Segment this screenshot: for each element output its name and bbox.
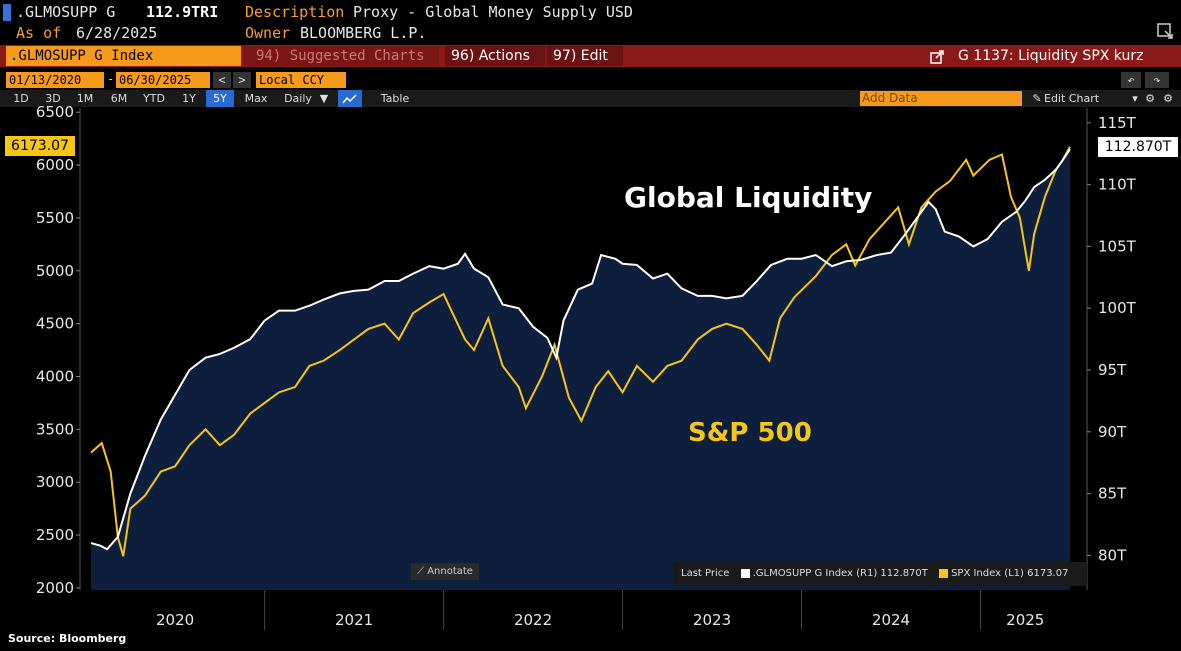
ticker-label: .GLMOSUPP G <box>16 3 116 21</box>
security-flag-icon <box>3 4 11 21</box>
header-bar <box>0 0 1181 44</box>
legend-label-liquidity: .GLMOSUPP G Index (R1) 112.870T <box>752 568 928 579</box>
as-of-label: As of <box>16 24 62 42</box>
liquidity-line <box>90 148 1071 551</box>
spx-line <box>90 146 1071 557</box>
frequency-chevron-icon[interactable]: ▼ <box>319 92 329 105</box>
date-separator: - <box>107 72 115 86</box>
legend-title: Last Price <box>681 568 730 579</box>
period-6m[interactable]: 6M <box>110 92 128 105</box>
owner-label: Owner <box>245 24 291 42</box>
source-note: Source: Bloomberg <box>8 632 127 645</box>
x-tick-label: 2025 <box>1006 611 1044 629</box>
right-tick-label: 105T <box>1098 237 1137 255</box>
left-tick-label: 3500 <box>36 420 74 438</box>
as-of-value: 6/28/2025 <box>76 24 158 42</box>
left-tick-label: 6000 <box>36 156 74 174</box>
period-max[interactable]: Max <box>244 92 268 105</box>
left-tick-label: 5000 <box>36 262 74 280</box>
period-ytd[interactable]: YTD <box>143 92 165 105</box>
frequency-select[interactable]: Daily <box>284 92 312 105</box>
x-tick-label: 2022 <box>514 611 552 629</box>
right-tick-label: 95T <box>1098 361 1127 379</box>
open-chart-icon[interactable] <box>930 49 944 64</box>
right-tick-label: 80T <box>1098 546 1127 564</box>
table-button[interactable]: Table <box>380 92 410 105</box>
edit-chart-button[interactable]: Edit Chart <box>1044 92 1100 105</box>
line-chart-icon[interactable] <box>338 90 362 107</box>
x-tick-label: 2021 <box>335 611 373 629</box>
currency-select[interactable]: Local CCY <box>256 72 346 88</box>
legend-swatch-liquidity <box>740 568 750 578</box>
edit-pencil-icon[interactable]: ✎ <box>1032 92 1042 105</box>
annotate-button[interactable]: ⟋ Annotate <box>411 563 479 580</box>
legend-label-spx: SPX Index (L1) 6173.07 <box>951 568 1069 579</box>
annotation-sp500: S&P 500 <box>688 418 812 448</box>
last-value: 112.9TRI <box>146 3 219 21</box>
right-tick-label: 100T <box>1098 299 1137 317</box>
legend-entry-spx: SPX Index (L1) 6173.07 <box>939 568 1068 579</box>
right-tick-label: 85T <box>1098 485 1127 503</box>
description-label: Description <box>245 3 345 21</box>
left-tick-label: 2500 <box>36 526 74 544</box>
legend-swatch-spx <box>939 568 949 578</box>
period-1d[interactable]: 1D <box>13 92 29 105</box>
right-tick-label: 110T <box>1098 176 1137 194</box>
owner-value: BLOOMBERG L.P. <box>300 24 427 42</box>
x-tick-label: 2020 <box>156 611 194 629</box>
export-icon[interactable] <box>1156 22 1174 40</box>
description-value: Proxy - Global Money Supply USD <box>353 3 633 21</box>
end-date-field[interactable]: 06/30/2025 <box>116 72 210 88</box>
period-3d[interactable]: 3D <box>45 92 61 105</box>
settings-icon[interactable]: ⚙ <box>1145 92 1155 105</box>
next-period-icon[interactable]: > <box>233 72 251 88</box>
left-tick-label: 4000 <box>36 367 74 385</box>
security-field[interactable]: .GLMOSUPP G Index <box>6 46 241 66</box>
x-axis-band <box>0 590 1181 630</box>
prev-period-icon[interactable]: < <box>213 72 231 88</box>
x-tick-label: 2023 <box>693 611 731 629</box>
chart-title: G 1137: Liquidity SPX kurz <box>958 48 1144 64</box>
edit-button[interactable]: 97) Edit <box>547 46 623 66</box>
right-tick-label: 90T <box>1098 423 1127 441</box>
spx-last-price-label: 6173.07 <box>5 136 75 156</box>
add-data-field[interactable]: Add Data <box>860 91 1022 106</box>
annotate-label: Annotate <box>427 566 473 577</box>
left-tick-label: 5500 <box>36 209 74 227</box>
gear-icon[interactable]: ⚙ <box>1163 92 1173 105</box>
left-tick-label: 3000 <box>36 473 74 491</box>
annotate-pencil-icon: ⟋ <box>417 566 428 577</box>
left-tick-label: 4500 <box>36 315 74 333</box>
actions-button[interactable]: 96) Actions <box>445 46 545 66</box>
liquidity-last-price-label: 112.870T <box>1098 137 1178 157</box>
annotation-global-liquidity: Global Liquidity <box>624 181 873 214</box>
redo-icon[interactable]: ↷ <box>1145 72 1169 88</box>
right-tick-label: 115T <box>1098 114 1137 132</box>
left-tick-label: 6500 <box>36 103 74 121</box>
period-1m[interactable]: 1M <box>76 92 94 105</box>
period-1y[interactable]: 1Y <box>182 92 196 105</box>
period-5y[interactable]: 5Y <box>206 90 234 107</box>
undo-icon[interactable]: ↶ <box>1121 72 1141 88</box>
start-date-field[interactable]: 01/13/2020 <box>6 72 104 88</box>
edit-chart-chevron-icon[interactable]: ▾ <box>1132 92 1138 105</box>
x-tick-label: 2024 <box>872 611 910 629</box>
liquidity-area <box>91 149 1070 590</box>
suggested-charts-button[interactable]: 94) Suggested Charts <box>243 46 439 66</box>
legend-entry-liquidity: .GLMOSUPP G Index (R1) 112.870T <box>740 568 928 579</box>
chart-legend: Last Price .GLMOSUPP G Index (R1) 112.87… <box>673 562 1087 586</box>
left-tick-label: 2000 <box>36 579 74 597</box>
